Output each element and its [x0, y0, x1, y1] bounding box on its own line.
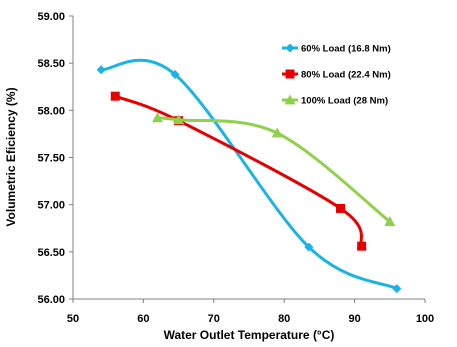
series-line [155, 116, 392, 224]
legend-label: 60% Load (16.8 Nm) [301, 44, 391, 55]
y-tick-label: 58.50 [37, 58, 65, 70]
y-tick-label: 57.50 [37, 153, 65, 165]
legend: 60% Load (16.8 Nm) 80% Load (22.4 Nm) 100%… [282, 43, 391, 107]
x-tick-label: 60 [137, 313, 149, 325]
legend-label: 100% Load (28 Nm) [301, 96, 388, 107]
x-ticks: 50 60 70 80 90 100 [67, 299, 434, 325]
y-tick-label: 57.00 [37, 200, 65, 212]
legend-item: 100% Load (28 Nm) [282, 94, 388, 107]
y-tick-label: 56.50 [37, 247, 65, 259]
y-tick-label: 58.00 [37, 105, 65, 117]
series-1 [110, 91, 367, 251]
series-layer [96, 58, 402, 294]
x-tick-label: 50 [67, 313, 79, 325]
data-point [357, 241, 367, 251]
legend-marker [285, 43, 295, 53]
data-point [170, 69, 180, 79]
y-axis-title: Volumetric Eficiency (%) [4, 87, 18, 226]
series-0 [96, 58, 402, 294]
legend-item: 80% Load (22.4 Nm) [282, 69, 391, 81]
y-tick-label: 56.00 [37, 294, 65, 306]
series-line [113, 94, 364, 248]
series-2 [151, 112, 396, 227]
legend-label: 80% Load (22.4 Nm) [301, 70, 391, 81]
data-point [96, 65, 106, 75]
legend-marker [284, 94, 296, 105]
legend-item: 60% Load (16.8 Nm) [282, 43, 391, 55]
data-point [110, 91, 120, 101]
data-point [336, 203, 346, 213]
data-point [392, 284, 402, 294]
y-tick-label: 59.00 [37, 11, 65, 23]
data-point [151, 112, 163, 123]
series-line [99, 58, 399, 291]
data-point [173, 114, 185, 125]
data-point [384, 216, 396, 227]
x-axis-title: Water Outlet Temperature (°C) [164, 328, 335, 342]
data-point [304, 242, 314, 252]
data-point [271, 127, 283, 138]
x-tick-label: 70 [208, 313, 220, 325]
legend-marker [285, 69, 295, 79]
y-ticks: 56.00 56.50 57.00 57.50 58.00 58.50 59.00 [37, 11, 73, 306]
x-tick-label: 80 [278, 313, 290, 325]
x-tick-label: 90 [348, 313, 360, 325]
x-tick-label: 100 [416, 313, 434, 325]
